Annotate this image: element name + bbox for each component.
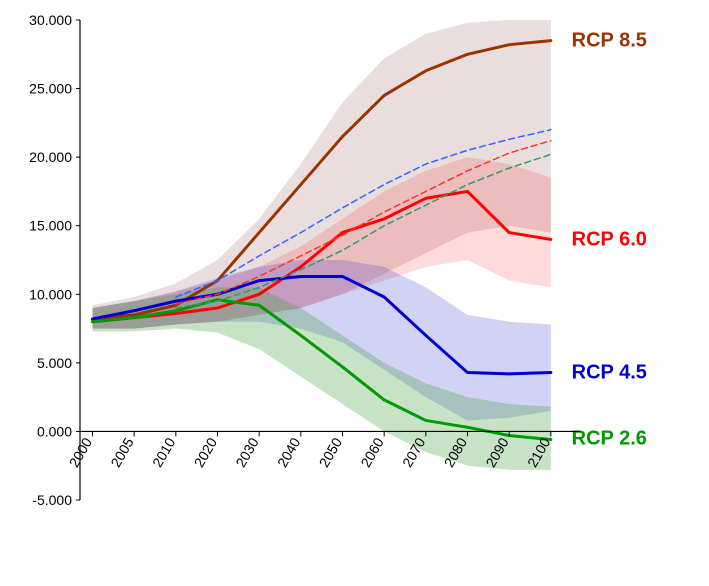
rcp-chart: -5.000 0.000 5.000 10.000 15.000 20.000 25.000… (0, 0, 709, 586)
y-tick-label: 10.000 (29, 286, 72, 302)
y-tick-label: 20.000 (29, 149, 72, 165)
y-tick-label: 30.000 (29, 12, 72, 28)
rcp26-label: RCP 2.6 (572, 427, 647, 449)
rcp85-label: RCP 8.5 (572, 30, 647, 52)
y-tick-label: -5.000 (32, 492, 72, 508)
y-tick-label: 25.000 (29, 81, 72, 97)
y-tick-label: 0.000 (37, 423, 72, 439)
y-tick-label: 5.000 (37, 355, 72, 371)
rcp45-label: RCP 4.5 (572, 361, 647, 383)
rcp60-label: RCP 6.0 (572, 228, 647, 250)
y-tick-label: 15.000 (29, 218, 72, 234)
